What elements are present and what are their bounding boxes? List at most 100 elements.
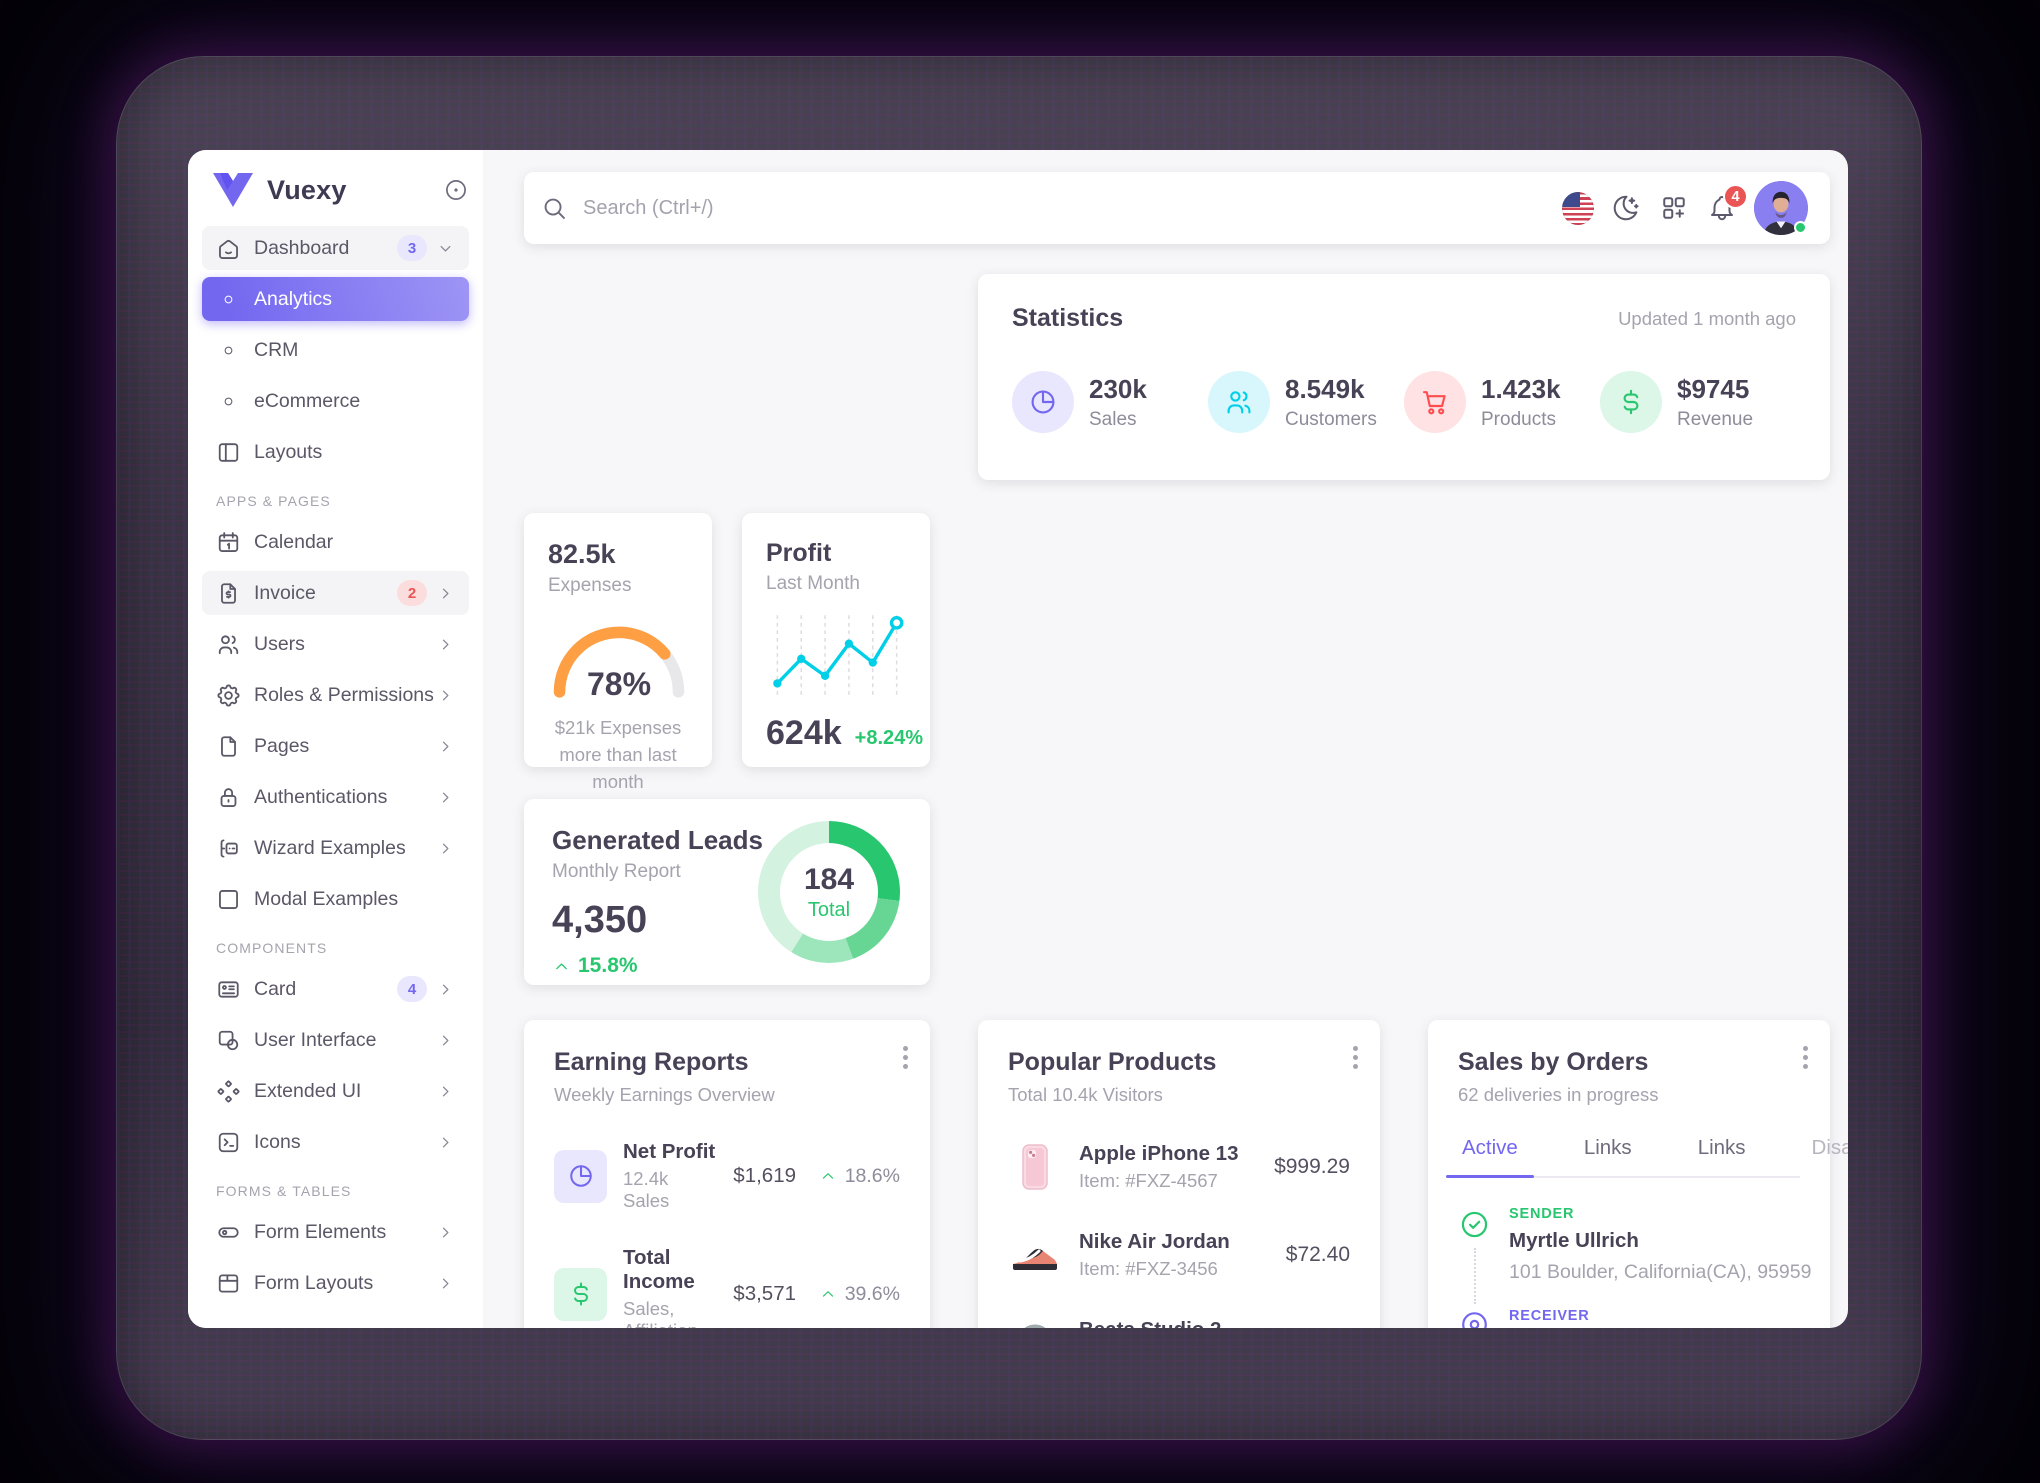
row-amount: $1,619 (733, 1164, 796, 1187)
search-input[interactable] (583, 196, 1183, 220)
card-subtitle: Weekly Earnings Overview (554, 1084, 775, 1105)
orders-tabs: Active Links Links Disabled (1446, 1136, 1848, 1178)
count-badge: 3 (397, 235, 427, 261)
sidebar-item-label: Calendar (254, 530, 334, 553)
delivery-timeline: SENDER Myrtle Ullrich 101 Boulder, Calif… (1458, 1206, 1811, 1328)
tab-links-1[interactable]: Links (1583, 1136, 1632, 1159)
check-circle-icon (1458, 1208, 1491, 1241)
leads-delta: 15.8% (552, 954, 902, 978)
profit-line-chart (773, 615, 904, 695)
sidebar-item-invoice[interactable]: Invoice 2 (202, 571, 469, 615)
home-icon (215, 235, 242, 262)
row-title: Net Profit (623, 1140, 716, 1163)
brand[interactable]: Vuexy (202, 168, 469, 212)
sidebar-item-form-layouts[interactable]: Form Layouts (202, 1261, 469, 1305)
search-bar[interactable] (540, 194, 1562, 223)
stat-value: 8.549k (1285, 373, 1365, 404)
terminal-icon (215, 1129, 242, 1156)
statistics-card: Statistics Updated 1 month ago 230k Sales… (978, 274, 1830, 480)
bullet-circle-icon (215, 388, 242, 415)
main-content: 4 Statistics Updated 1 month ago (483, 150, 1848, 1328)
sidebar-item-dashboard[interactable]: Dashboard 3 (202, 226, 469, 270)
gauge-percent: 78% (586, 666, 652, 702)
expenses-card: 82.5k Expenses 78% $21k Expenses more th… (524, 513, 712, 792)
product-price: $72.40 (1285, 1243, 1350, 1266)
row-subtitle: Sales, Affiliation (623, 1298, 698, 1328)
sidebar-item-analytics[interactable]: Analytics (202, 277, 469, 321)
square-icon (215, 886, 242, 913)
card-title: Profit (766, 539, 832, 567)
user-avatar[interactable] (1754, 181, 1808, 235)
product-name: Nike Air Jordan (1079, 1230, 1230, 1253)
sender-address: 101 Boulder, California(CA), 95959 (1509, 1261, 1812, 1283)
sidebar-item-label: Form Elements (254, 1220, 387, 1243)
chevron-right-icon (436, 584, 455, 603)
sidebar-item-form-elements[interactable]: Form Elements (202, 1210, 469, 1254)
more-options-icon[interactable] (1802, 1046, 1808, 1073)
diamonds-icon (215, 1078, 242, 1105)
stat-label: Customers (1285, 408, 1377, 430)
sidebar-item-ecommerce[interactable]: eCommerce (202, 379, 469, 423)
wizard-form-icon (215, 835, 242, 862)
tab-active[interactable]: Active (1446, 1136, 1534, 1178)
sidebar-item-pages[interactable]: Pages (202, 724, 469, 768)
brand-name: Vuexy (267, 174, 347, 205)
sidebar-item-card[interactable]: Card 4 (202, 967, 469, 1011)
sidebar-item-users[interactable]: Users (202, 622, 469, 666)
sidebar-item-label: Modal Examples (254, 887, 399, 910)
tab-links-2[interactable]: Links (1697, 1136, 1746, 1159)
sidebar-item-user-interface[interactable]: User Interface (202, 1018, 469, 1062)
sidebar-item-label: Invoice (254, 581, 316, 604)
menu-pin-icon[interactable] (443, 177, 469, 203)
product-item-code: Item: #FXZ-3456 (1079, 1258, 1218, 1279)
sidebar-item-icons[interactable]: Icons (202, 1120, 469, 1164)
sidebar-item-authentications[interactable]: Authentications (202, 775, 469, 819)
product-image-sneaker (1008, 1228, 1062, 1282)
sidebar-item-crm[interactable]: CRM (202, 328, 469, 372)
caret-up-icon (556, 962, 567, 969)
calendar-icon (215, 529, 242, 556)
sidebar-item-extended-ui[interactable]: Extended UI (202, 1069, 469, 1113)
dark-mode-moon-icon[interactable] (1610, 192, 1642, 224)
section-heading: COMPONENTS (216, 940, 328, 956)
sidebar-item-roles-permissions[interactable]: Roles & Permissions (202, 673, 469, 717)
dollar-icon (554, 1267, 607, 1321)
notifications-bell-icon[interactable]: 4 (1706, 184, 1748, 224)
sidebar-item-modal-examples[interactable]: Modal Examples (202, 877, 469, 921)
expenses-value: 82.5k (548, 539, 616, 569)
card-title: Earning Reports (554, 1048, 749, 1076)
chevron-right-icon (436, 1082, 455, 1101)
sidebar-item-label: Extended UI (254, 1079, 362, 1102)
expenses-gauge: 78% (548, 619, 690, 702)
chevron-right-icon (436, 1133, 455, 1152)
expenses-label: Expenses (548, 575, 632, 596)
sidebar-item-calendar[interactable]: Calendar (202, 520, 469, 564)
stat-revenue: $9745 Revenue (1600, 371, 1796, 433)
sidebar-item-wizard-examples[interactable]: Wizard Examples (202, 826, 469, 870)
bullet-circle-icon (215, 337, 242, 364)
earning-reports-card: Earning Reports Weekly Earnings Overview… (524, 1020, 930, 1328)
sidebar-item-label: CRM (254, 338, 299, 361)
sidebar: Vuexy Dashboard 3 Analytics CRM (188, 150, 483, 1328)
section-heading: APPS & PAGES (216, 493, 331, 509)
row-delta: 39.6% (796, 1283, 900, 1306)
sidebar-item-label: Card (254, 977, 297, 1000)
card-subtitle: Total 10.4k Visitors (1008, 1084, 1163, 1105)
more-options-icon[interactable] (902, 1046, 908, 1073)
receiver-row: RECEIVER Barry Schowalter 939 Orange, Ca… (1458, 1308, 1800, 1328)
app-screen: Vuexy Dashboard 3 Analytics CRM (188, 150, 1848, 1328)
caret-up-icon (822, 1291, 833, 1297)
language-flag-icon[interactable] (1562, 191, 1594, 225)
shortcuts-grid-icon[interactable] (1658, 192, 1690, 224)
sidebar-item-label: Form Layouts (254, 1271, 374, 1294)
chevron-right-icon (436, 1223, 455, 1242)
sidebar-item-layouts[interactable]: Layouts (202, 430, 469, 474)
more-options-icon[interactable] (1352, 1046, 1358, 1073)
topbar-icons: 4 (1562, 181, 1808, 235)
stat-value: $9745 (1677, 373, 1750, 404)
chevron-right-icon (436, 788, 455, 807)
product-row-beats: Beats Studio 2Item: #FXZ-9485 $99.90 (1008, 1316, 1350, 1328)
stat-sales: 230k Sales (1012, 371, 1208, 433)
notification-count-badge: 4 (1723, 184, 1748, 209)
count-badge: 4 (397, 976, 427, 1002)
